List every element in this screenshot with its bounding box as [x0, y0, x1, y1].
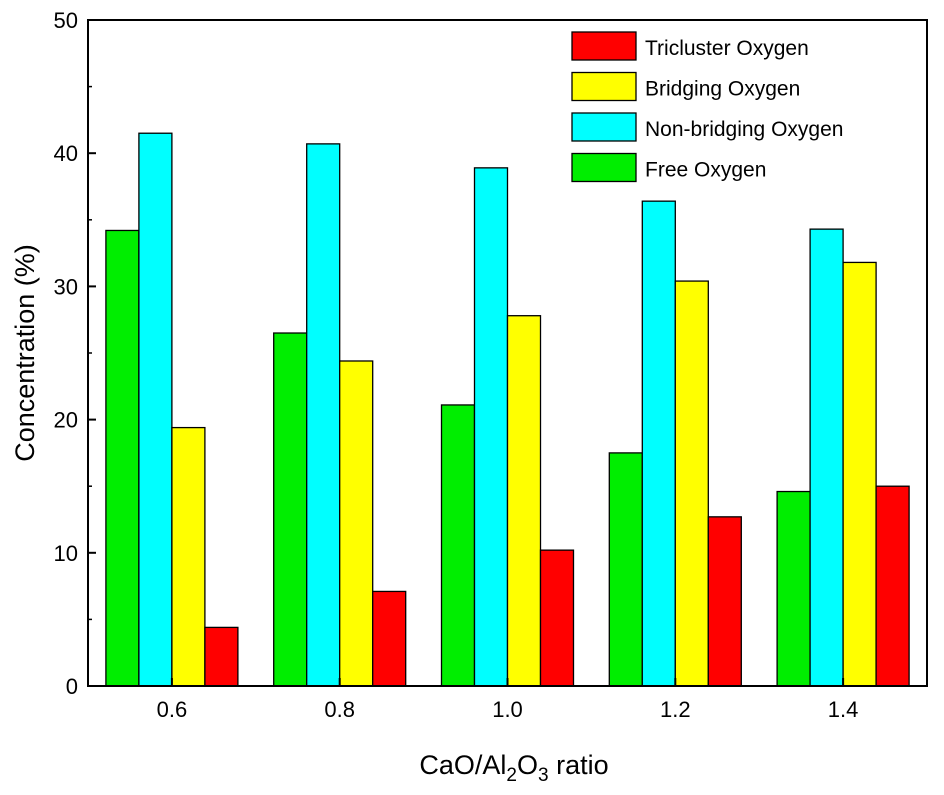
- bar-bridging-oxygen-0_6: [171, 426, 206, 687]
- x-axis-title-suffix: ratio: [549, 750, 609, 780]
- bar-free-oxygen-1_4: [776, 490, 811, 687]
- bar-free-oxygen-1_2: [608, 452, 643, 687]
- x-tick-label: 0.8: [324, 697, 355, 722]
- x-axis-title-sub2: 3: [538, 765, 549, 786]
- x-tick-label: 1.2: [660, 697, 691, 722]
- y-tick-label: 30: [54, 274, 78, 299]
- bar-tricluster-oxygen-1_0: [539, 549, 575, 687]
- x-axis-title-sub1: 2: [506, 765, 517, 786]
- legend-label: Tricluster Oxygen: [645, 37, 809, 60]
- bar-non-bridging-oxygen-1_4: [809, 228, 844, 687]
- bar-non-bridging-oxygen-1_2: [641, 200, 676, 687]
- bars-layer: [105, 132, 910, 687]
- bar-free-oxygen-0_8: [273, 332, 308, 687]
- y-tick-label: 10: [54, 541, 78, 566]
- x-tick-label: 0.6: [157, 697, 188, 722]
- x-tick-label: 1.4: [828, 697, 859, 722]
- legend: Tricluster Oxygen Bridging Oxygen Non-brid…: [571, 31, 843, 183]
- bar-bridging-oxygen-0_8: [339, 360, 374, 687]
- legend-swatch-free-oxygen: [571, 152, 637, 183]
- bar-non-bridging-oxygen-0_6: [138, 132, 173, 687]
- x-axis-title-mid: O: [517, 750, 538, 780]
- bar-free-oxygen-1_0: [440, 404, 476, 687]
- bar-tricluster-oxygen-0_8: [372, 590, 407, 687]
- x-tick-label: 1.0: [492, 697, 523, 722]
- bar-non-bridging-oxygen-1_0: [473, 167, 509, 687]
- x-axis-title: CaO/Al2O3 ratio: [419, 750, 608, 786]
- bar-tricluster-oxygen-1_4: [875, 485, 910, 687]
- bar-bridging-oxygen-1_2: [674, 280, 709, 687]
- legend-swatch-tricluster-oxygen: [571, 31, 637, 61]
- bar-bridging-oxygen-1_0: [506, 315, 542, 687]
- y-axis-title: Concentration (%): [10, 244, 40, 462]
- y-tick-label: 20: [54, 408, 78, 433]
- x-axis-title-prefix: CaO/Al: [419, 750, 506, 780]
- bar-free-oxygen-0_6: [105, 229, 140, 687]
- bar-tricluster-oxygen-1_2: [707, 516, 742, 687]
- legend-label: Bridging Oxygen: [645, 78, 800, 101]
- legend-label: Non-bridging Oxygen: [645, 118, 843, 141]
- bar-bridging-oxygen-1_4: [842, 261, 877, 687]
- ticks-layer: 0 10 20 30 40 50 0.6 0.8 1.0 1.2 1.4: [54, 8, 859, 722]
- y-tick-label: 50: [54, 8, 78, 33]
- bar-tricluster-oxygen-0_6: [204, 626, 239, 687]
- bar-non-bridging-oxygen-0_8: [306, 143, 341, 687]
- legend-swatch-bridging-oxygen: [571, 71, 637, 102]
- y-tick-label: 0: [66, 674, 78, 699]
- legend-swatch-non-bridging-oxygen: [571, 112, 637, 142]
- y-tick-label: 40: [54, 141, 78, 166]
- legend-label: Free Oxygen: [645, 159, 766, 182]
